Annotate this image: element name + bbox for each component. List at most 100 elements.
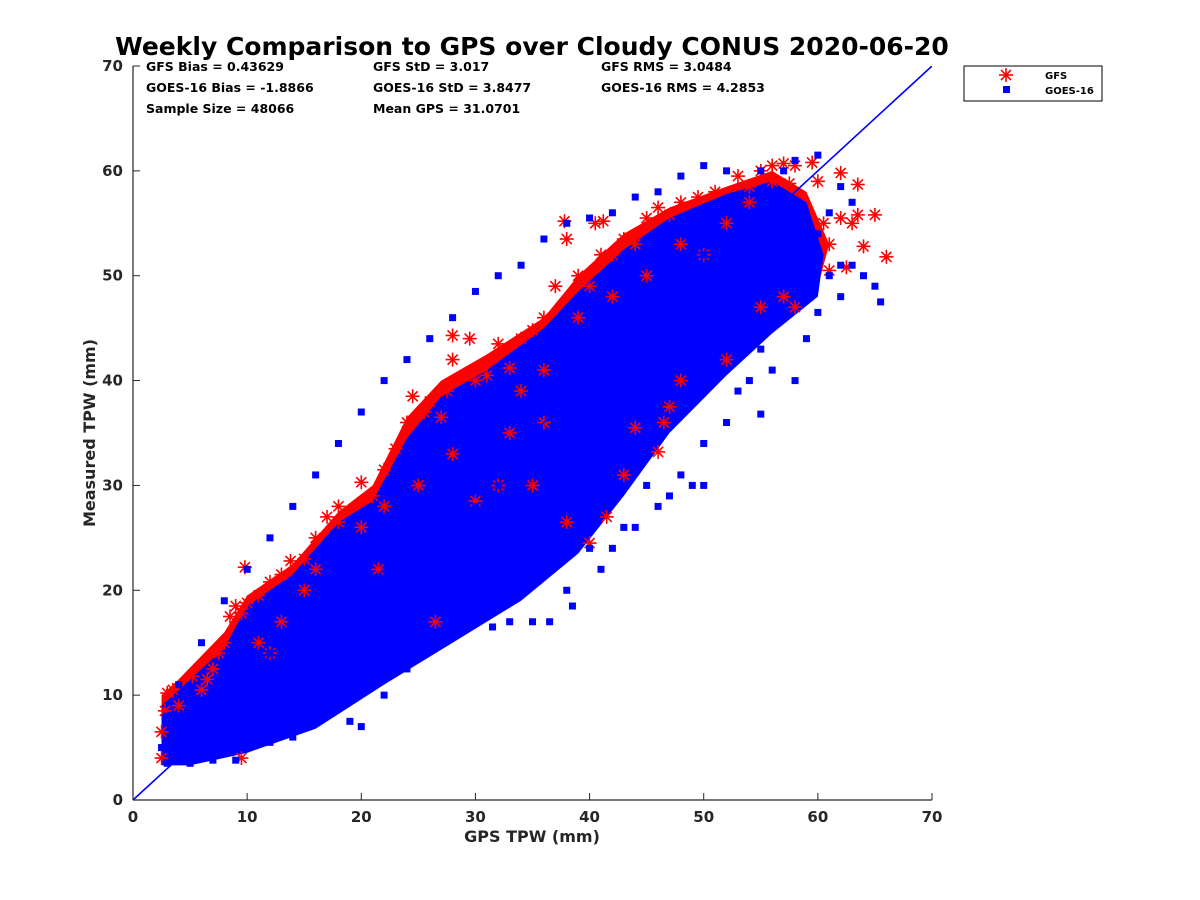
stat-sample-size: Sample Size = 48066 <box>146 101 295 116</box>
gfs-point <box>810 174 825 189</box>
goes16-point <box>232 660 240 668</box>
goes16-point <box>426 639 434 647</box>
gfs-point <box>185 669 200 684</box>
goes16-point <box>825 272 833 280</box>
goes16-point <box>768 198 776 206</box>
goes16-point <box>334 628 342 636</box>
gfs-point <box>788 300 803 315</box>
goes16-point <box>380 544 388 552</box>
goes16-point <box>814 308 822 316</box>
goes16-point <box>837 183 845 191</box>
gfs-point <box>365 488 380 503</box>
goes16-point <box>232 756 240 764</box>
goes16-point <box>540 439 548 447</box>
goes16-point <box>449 314 457 322</box>
gfs-point <box>502 426 517 440</box>
gfs-point <box>462 331 477 346</box>
goes16-point <box>266 534 274 542</box>
goes16-point <box>449 523 457 531</box>
gfs-point <box>283 553 298 568</box>
gfs-point <box>673 195 688 210</box>
gfs-point <box>782 176 797 191</box>
goes16-point <box>529 618 536 626</box>
goes16-point <box>197 712 205 720</box>
gfs-point <box>525 323 540 338</box>
gfs-point <box>673 237 688 252</box>
goes16-point <box>449 618 457 626</box>
goes16-point <box>312 649 320 657</box>
goes16-point <box>449 481 457 489</box>
x-tick-label: 60 <box>807 808 828 826</box>
goes16-point <box>791 272 799 280</box>
goes16-point <box>677 172 685 180</box>
gfs-point <box>217 635 232 650</box>
goes16-point <box>312 607 320 615</box>
gfs-point <box>879 249 894 264</box>
goes16-point <box>437 597 445 605</box>
goes16-point <box>357 565 365 573</box>
goes16-point <box>197 639 205 647</box>
goes16-point <box>723 230 731 238</box>
goes16-point <box>209 756 217 764</box>
goes16-point <box>848 198 856 206</box>
goes16-point <box>654 188 662 196</box>
gfs-point <box>331 499 346 514</box>
gfs-point <box>297 551 312 566</box>
goes16-point <box>403 356 411 364</box>
goes16-point <box>163 712 171 720</box>
goes16-point <box>437 450 445 458</box>
plot-area <box>133 66 932 800</box>
goes16-point <box>243 712 251 720</box>
gfs-point <box>399 415 414 430</box>
gfs-point <box>616 467 631 482</box>
gfs-point <box>354 520 369 535</box>
gfs-point <box>428 614 443 629</box>
y-tick-label: 70 <box>102 57 123 75</box>
goes16-point <box>608 377 616 385</box>
legend-box <box>963 65 1103 102</box>
goes16-point <box>277 597 285 605</box>
gfs-point <box>514 384 529 399</box>
goes16-point <box>597 303 605 311</box>
one-to-one-reference-line <box>133 66 932 800</box>
gfs-point <box>468 373 483 388</box>
gfs-point <box>867 207 882 222</box>
goes16-point <box>677 471 685 479</box>
goes16-point <box>334 696 342 704</box>
goes16-point <box>620 523 628 531</box>
goes16-point <box>517 492 525 500</box>
gfs-point <box>154 751 169 766</box>
gfs-point <box>662 399 677 414</box>
gfs-point <box>845 216 860 231</box>
gfs-point <box>308 562 323 577</box>
gfs-point <box>274 567 289 582</box>
goes16-point <box>677 345 685 353</box>
gfs-point <box>251 588 266 603</box>
gfs-point <box>628 420 643 435</box>
legend-goes16-square-icon <box>1003 86 1010 93</box>
goes16-point <box>700 324 708 332</box>
gfs-point <box>639 268 654 283</box>
goes16-point <box>791 156 799 164</box>
gfs-point <box>205 661 220 676</box>
chart-title: Weekly Comparison to GPS over Cloudy CON… <box>115 32 949 61</box>
gfs-point <box>628 237 643 252</box>
gfs-point <box>571 268 586 283</box>
gfs-point <box>262 574 277 589</box>
goes16-point <box>631 523 639 531</box>
goes16-point <box>631 314 639 322</box>
goes16-point <box>837 293 845 301</box>
goes16-point <box>449 555 457 563</box>
x-tick-label: 40 <box>579 808 600 826</box>
goes16-point <box>517 419 525 427</box>
goes16-point <box>757 345 765 353</box>
goes16-point <box>380 377 388 385</box>
goes16-point <box>289 502 297 510</box>
gfs-point <box>559 515 574 530</box>
goes16-point <box>654 502 662 510</box>
goes16-point <box>266 691 274 699</box>
goes16-point <box>357 639 365 647</box>
goes16-point <box>814 230 822 238</box>
goes16-point <box>608 335 616 343</box>
x-tick-label: 20 <box>351 808 372 826</box>
